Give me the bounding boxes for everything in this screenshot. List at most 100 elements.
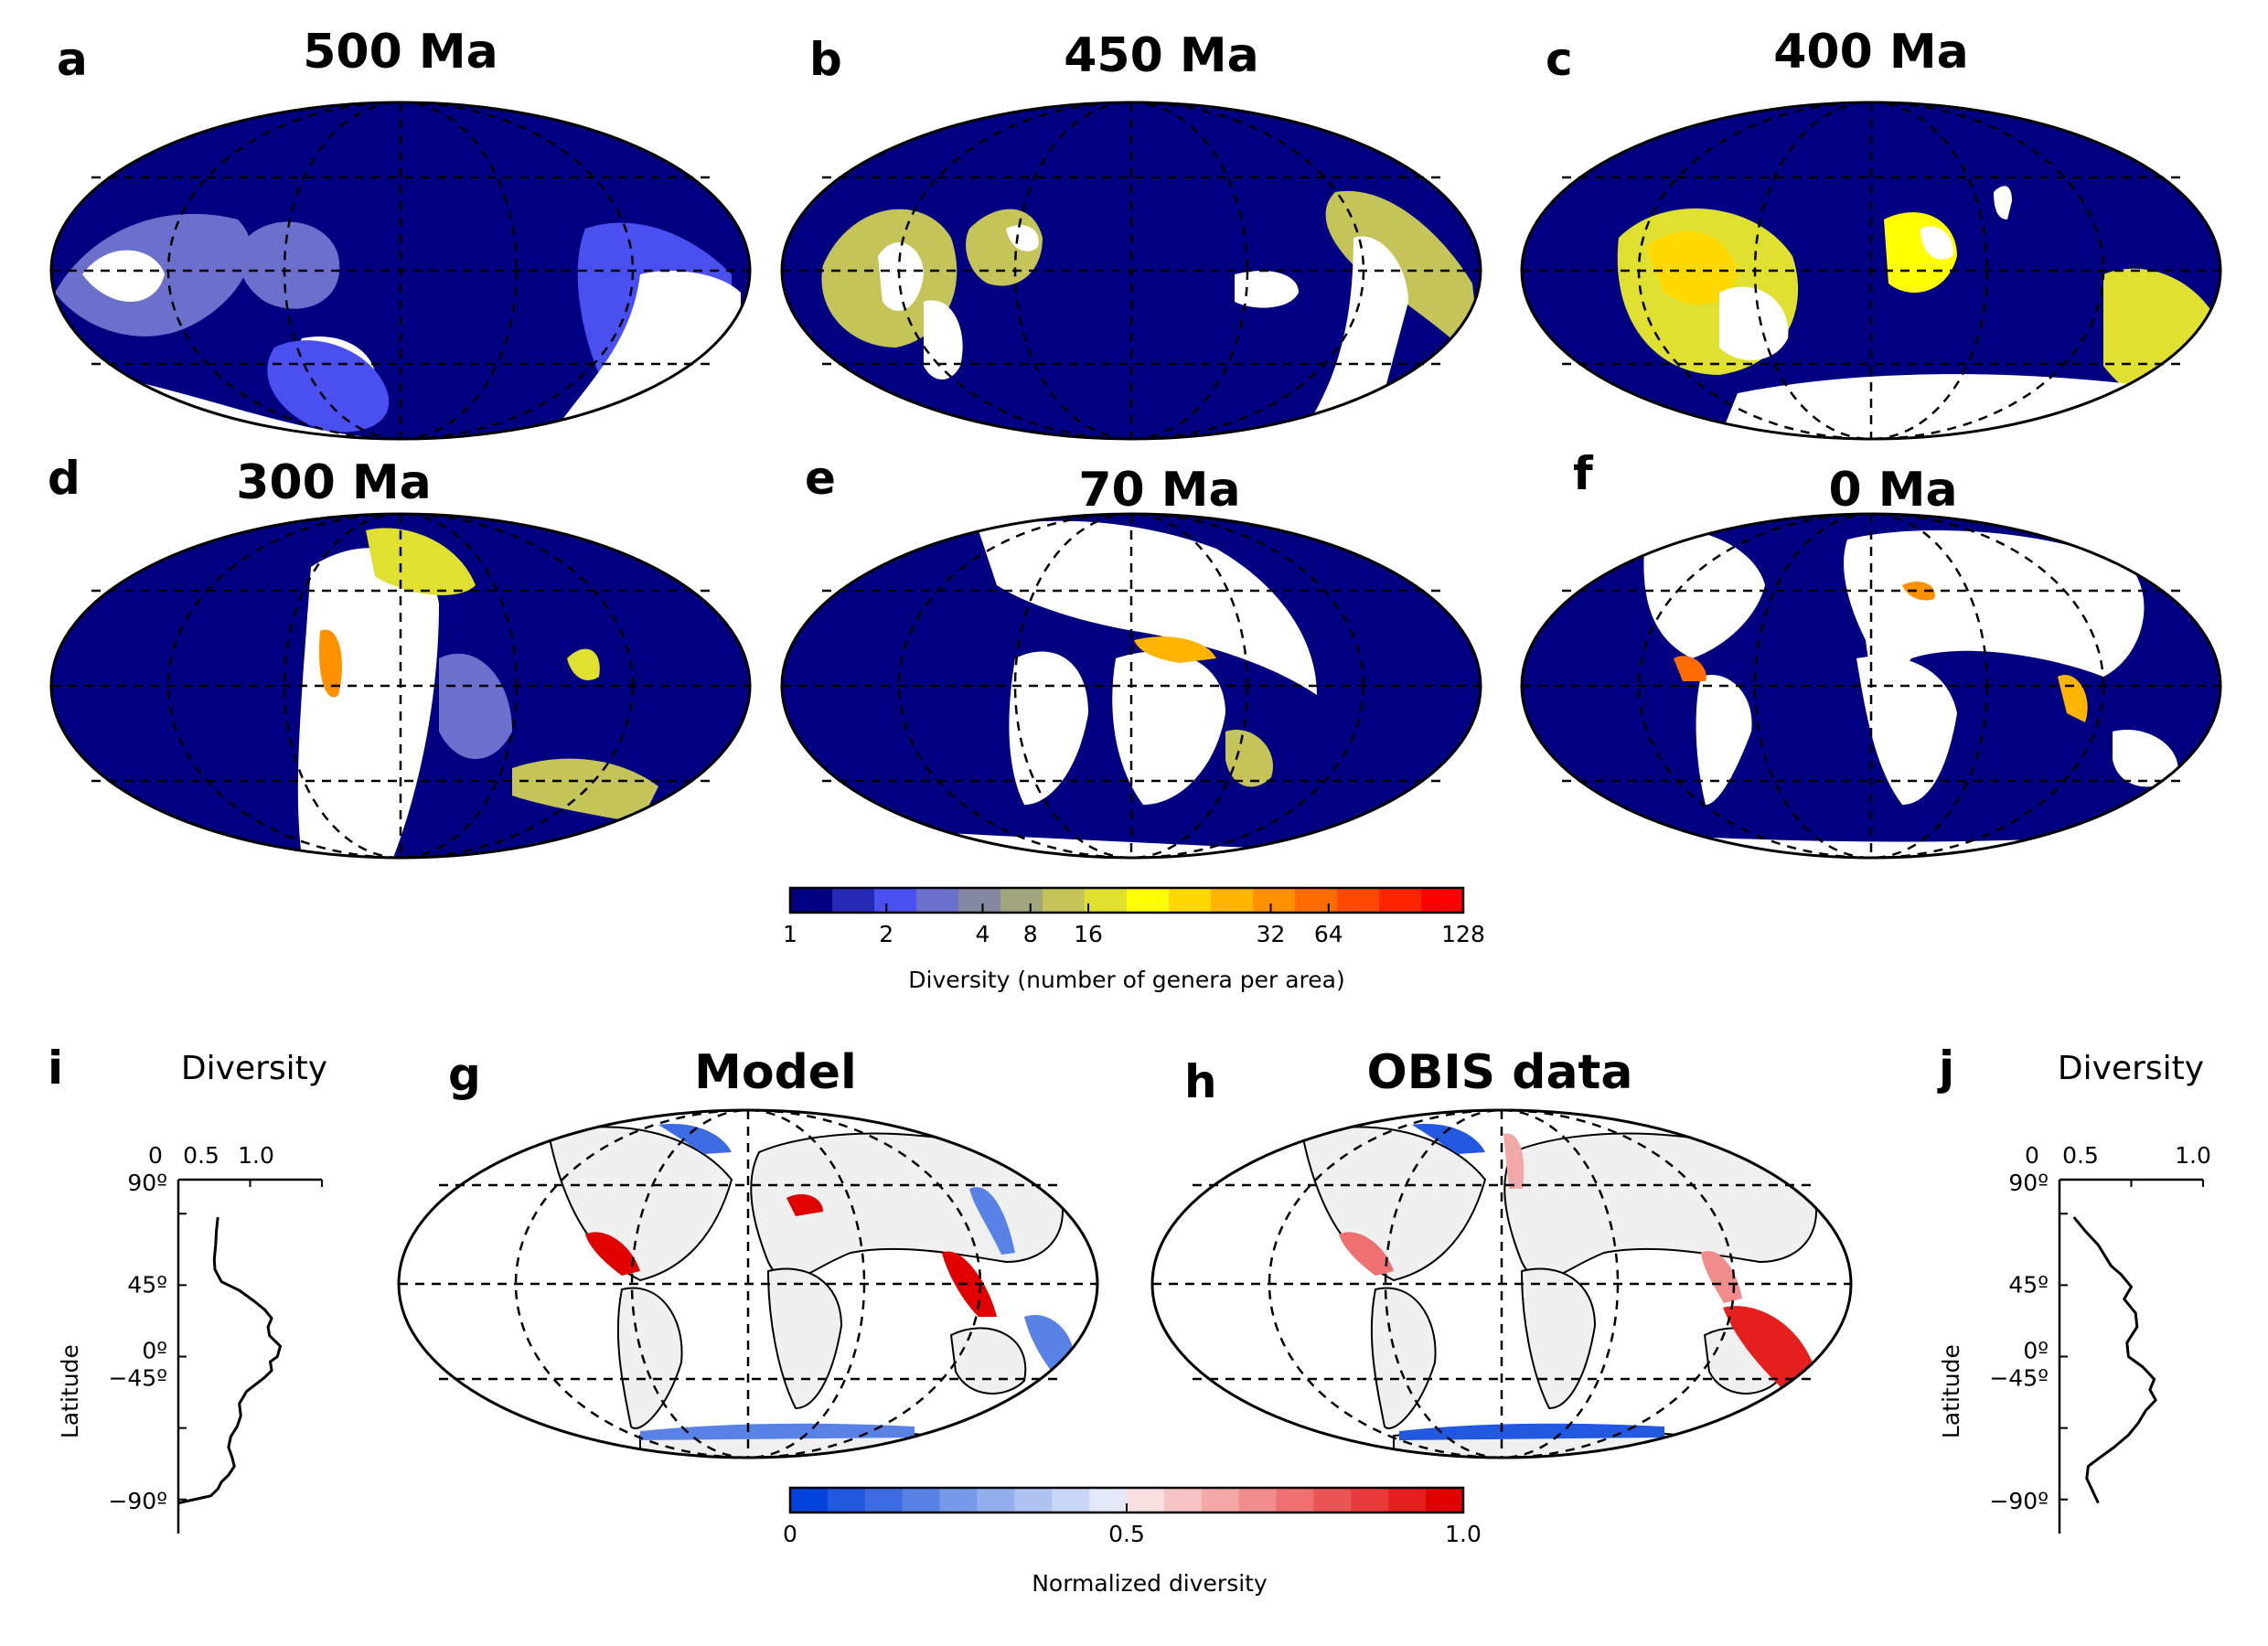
y-tick-label: −45º [108, 1365, 167, 1392]
profile-panel-i: i Diversity 0 0.5 1.0 90º 45º 0º−45º −90º Latit… [48, 1042, 327, 1534]
profile-title-i: Diversity [181, 1050, 327, 1087]
map-panel-c: c 400 Ma [1520, 25, 2222, 441]
colorbar-tick-label: 32 [1257, 921, 1286, 947]
map-panel-h: h OBIS data [1150, 1045, 1853, 1459]
y-tick-label: 0º [142, 1338, 167, 1364]
map-panel-b: b 450 Ma [780, 28, 1482, 441]
x-tick-label: 0 [148, 1142, 163, 1169]
panel-letter-h: h [1184, 1055, 1217, 1108]
colorbar-tick-label: 0.5 [1108, 1521, 1145, 1547]
map-outline-d [49, 512, 752, 860]
y-tick-label: 90º [127, 1170, 167, 1196]
profile-title-j: Diversity [2058, 1050, 2204, 1087]
colorbar-tick-label: 4 [976, 921, 990, 947]
diversity-colorbar-bins [790, 888, 1464, 913]
panel-title-h: OBIS data [1366, 1045, 1632, 1100]
panel-letter-j: j [1937, 1042, 1954, 1095]
panel-letter-i: i [48, 1042, 63, 1095]
colorbar-bin [939, 1488, 978, 1512]
y-axis-label: Latitude [57, 1344, 83, 1438]
profile-plot-i: 0 0.5 1.0 90º 45º 0º−45º −90º Latitude [57, 1142, 323, 1534]
colorbar-bin [1211, 888, 1254, 913]
panel-letter-b: b [809, 33, 842, 86]
colorbar-bin [1388, 1488, 1427, 1512]
profile-panel-j: j Diversity 0 0.5 1.0 90º 45º 0º−45º −90º Latit… [1937, 1042, 2211, 1534]
colorbar-tick-label: 2 [879, 921, 893, 947]
colorbar-tick-label: 1.0 [1445, 1521, 1482, 1547]
map-outline-h [1150, 1108, 1853, 1459]
y-axis-label: Latitude [1938, 1344, 1964, 1438]
map-outline-c [1520, 101, 2222, 441]
y-tick-label: 45º [2008, 1271, 2049, 1298]
panel-title-b: 450 Ma [1064, 28, 1258, 83]
map-panel-d: d 300 Ma [48, 452, 752, 860]
colorbar-bin [1052, 1488, 1090, 1512]
y-tick-label: 90º [2008, 1170, 2049, 1196]
normalized-colorbar-title: Normalized diversity [1032, 1570, 1268, 1597]
colorbar-bin [1351, 1488, 1389, 1512]
colorbar-bin [1295, 888, 1338, 913]
diversity-profile-line [2072, 1216, 2157, 1504]
colorbar-tick-label: 16 [1074, 921, 1103, 947]
panel-letter-e: e [805, 452, 836, 505]
diversity-colorbar: 1 2 4 8 16 32 64 128 Diversity (number of gener… [783, 886, 1485, 993]
colorbar-bin [874, 888, 917, 913]
map-outline-b [780, 101, 1482, 441]
colorbar-bin [1379, 888, 1422, 913]
y-tick-label: 45º [127, 1271, 167, 1298]
panel-title-f: 0 Ma [1828, 463, 1957, 518]
map-outline-f [1520, 512, 2222, 860]
colorbar-bin [1313, 1488, 1352, 1512]
colorbar-bin [1014, 1488, 1053, 1512]
panel-letter-g: g [448, 1048, 481, 1101]
colorbar-bin [1163, 1488, 1203, 1512]
colorbar-bin [916, 888, 959, 913]
diversity-colorbar-title: Diversity (number of genera per area) [908, 967, 1344, 993]
colorbar-bin [1201, 1488, 1240, 1512]
map-panel-a: a 500 Ma [49, 25, 752, 441]
panel-title-e: 70 Ma [1078, 463, 1240, 518]
colorbar-bin [864, 1488, 904, 1512]
map-panel-f: f 0 Ma [1520, 447, 2222, 860]
colorbar-bin [1253, 888, 1296, 913]
panel-title-d: 300 Ma [236, 455, 431, 510]
graticule-d [51, 512, 750, 860]
normalized-colorbar: 0 0.5 1.0 Normalized diversity [783, 1486, 1482, 1597]
colorbar-bin [1337, 888, 1380, 913]
x-tick-label: 1.0 [2175, 1142, 2211, 1169]
map-outline-e [780, 512, 1482, 860]
normalized-colorbar-ticks: 0 0.5 1.0 [783, 1503, 1482, 1547]
panel-title-c: 400 Ma [1773, 25, 1968, 80]
colorbar-bin [1085, 888, 1128, 913]
diversity-profile-line [177, 1216, 282, 1505]
colorbar-bin [1043, 888, 1086, 913]
map-outline-a [49, 101, 752, 441]
panel-letter-d: d [48, 452, 80, 505]
colorbar-bin [1127, 1488, 1165, 1512]
map-outline-g [397, 1108, 1099, 1459]
colorbar-tick-label: 1 [783, 921, 797, 947]
x-tick-label: 0 [2025, 1142, 2039, 1169]
colorbar-bin [1238, 1488, 1278, 1512]
map-panel-g: g Model [397, 1045, 1099, 1459]
y-tick-label: −90º [108, 1488, 167, 1514]
diversity-colorbar-ticks: 1 2 4 8 16 32 64 128 [783, 903, 1485, 947]
colorbar-bin [902, 1488, 941, 1512]
colorbar-bin [1421, 888, 1464, 913]
colorbar-bin [1089, 1488, 1128, 1512]
colorbar-bin [827, 1488, 866, 1512]
map-panel-e: e 70 Ma [780, 452, 1482, 860]
panel-letter-a: a [57, 33, 88, 86]
colorbar-bin [1169, 888, 1212, 913]
y-tick-label: −45º [1989, 1365, 2049, 1392]
diversity-colorbar-frame [788, 886, 1465, 914]
graticule-b [782, 101, 1481, 441]
colorbar-bin [790, 1488, 829, 1512]
panel-letter-f: f [1573, 447, 1594, 500]
normalized-colorbar-bins [790, 1488, 1464, 1512]
x-tick-label: 0.5 [183, 1142, 219, 1169]
colorbar-bin [977, 1488, 1015, 1512]
y-tick-label: −90º [1989, 1488, 2049, 1514]
colorbar-bin [1276, 1488, 1314, 1512]
